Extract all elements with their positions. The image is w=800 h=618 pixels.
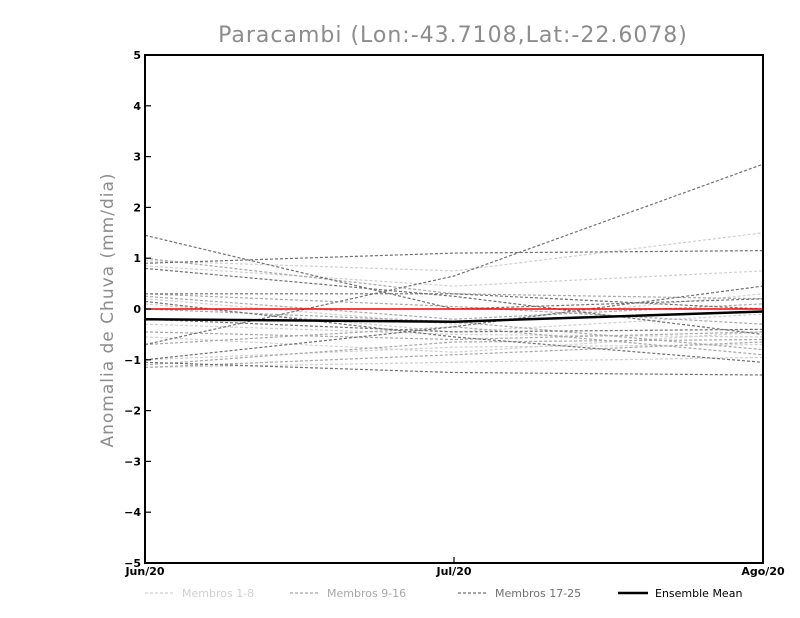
member-series-line-17 [144, 163, 764, 346]
member-series-line-22 [144, 300, 764, 363]
member-series-line-4 [144, 303, 764, 333]
member-series-line-14 [144, 326, 764, 356]
legend-label: Membros 17-25 [495, 587, 581, 600]
ensemble-mean-layer [144, 310, 764, 323]
ensemble-mean-line [144, 310, 764, 323]
y-tick-label: 4 [133, 100, 141, 113]
member-series-line-8 [144, 356, 764, 368]
y-tick-label: −5 [124, 557, 141, 570]
member-series-line-6 [144, 331, 764, 353]
member-series-line-13 [144, 331, 764, 341]
x-axis-ticks: Jun/20 Jul/20 Ago/20 [124, 557, 785, 578]
y-tick-label: 2 [133, 201, 141, 214]
member-series-line-19 [144, 267, 764, 335]
series-layer [144, 163, 764, 376]
y-tick-label: 1 [133, 252, 141, 265]
x-tick-label: Ago/20 [741, 565, 785, 578]
x-tick-label: Jul/20 [435, 565, 471, 578]
member-series-line-10 [144, 293, 764, 325]
y-tick-label: −2 [124, 405, 141, 418]
chart-title: Paracambi (Lon:-43.7108,Lat:-22.6078) [218, 23, 688, 48]
legend-label: Membros 9-16 [327, 587, 406, 600]
member-series-line-24 [144, 361, 764, 376]
member-series-line-16 [144, 341, 764, 368]
x-tick-label: Jun/20 [124, 565, 164, 578]
y-tick-label: 5 [133, 49, 141, 62]
y-tick-label: 3 [133, 151, 141, 164]
member-series-line-2 [144, 265, 764, 287]
y-tick-label: −4 [124, 506, 141, 519]
y-tick-label: 0 [133, 303, 141, 316]
member-series-line-23 [144, 318, 764, 333]
legend-label: Ensemble Mean [655, 587, 742, 600]
member-series-line-21 [145, 293, 764, 310]
member-series-line-1 [144, 232, 764, 272]
member-series-line-9 [144, 257, 764, 300]
y-tick-label: −3 [124, 455, 141, 468]
legend: Membros 1-8 Membros 9-16 Membros 17-25 Ense… [145, 587, 742, 600]
legend-label: Membros 1-8 [182, 587, 254, 600]
y-axis-label: Anomalia de Chuva (mm/dia) [98, 172, 118, 447]
member-series-line-25 [144, 285, 764, 361]
member-series-line-20 [144, 250, 764, 264]
member-series-line-5 [144, 323, 764, 338]
y-tick-label: −1 [124, 354, 141, 367]
y-axis-ticks: 5 4 3 2 1 0 −1 −2 −3 −4 −5 [124, 49, 151, 570]
member-series-line-15 [144, 338, 764, 366]
